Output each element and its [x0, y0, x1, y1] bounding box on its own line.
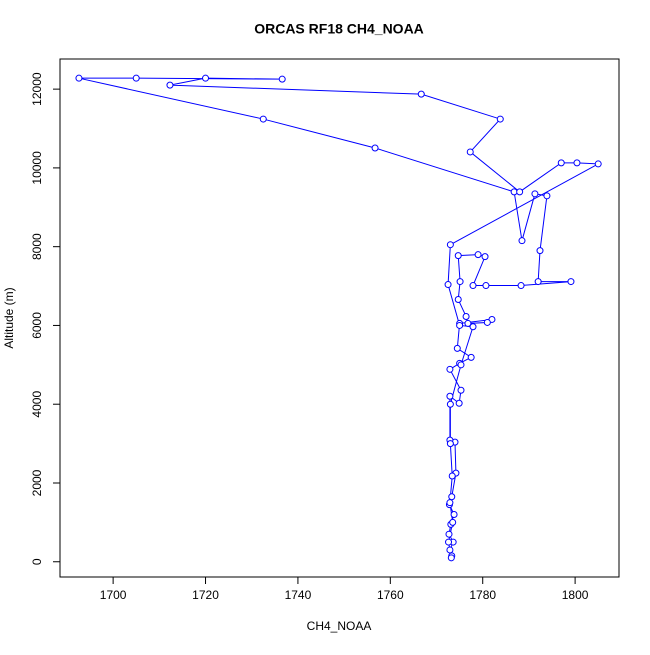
x-tick-label: 1720 — [192, 588, 219, 602]
point — [594, 160, 602, 168]
y-tick-label: 8000 — [30, 233, 44, 260]
point — [447, 554, 455, 562]
point — [449, 518, 457, 526]
point — [448, 493, 456, 501]
point — [446, 400, 454, 408]
y-tick-label: 12000 — [30, 72, 44, 106]
y-tick-label: 2000 — [30, 469, 44, 496]
x-tick-label: 1700 — [100, 588, 127, 602]
point — [453, 344, 461, 352]
point — [445, 530, 453, 538]
y-axis-label: Altitude (m) — [2, 287, 16, 348]
point — [132, 74, 140, 82]
point — [516, 188, 524, 196]
point — [446, 546, 454, 554]
point — [456, 278, 464, 286]
point — [455, 399, 463, 407]
x-tick-label: 1800 — [562, 588, 589, 602]
point — [445, 538, 453, 546]
point — [462, 312, 470, 320]
point — [457, 386, 465, 394]
point — [202, 74, 210, 82]
point — [454, 252, 462, 260]
y-tick-label: 4000 — [30, 391, 44, 418]
point — [446, 392, 454, 400]
point — [446, 241, 454, 249]
point — [450, 510, 458, 518]
point — [518, 237, 526, 245]
point — [557, 159, 565, 167]
point — [517, 282, 525, 290]
point — [444, 281, 452, 289]
point — [448, 472, 456, 480]
point — [483, 318, 491, 326]
point — [278, 75, 286, 83]
point — [75, 74, 83, 82]
x-axis-label: CH4_NOAA — [307, 619, 372, 633]
point — [482, 282, 490, 290]
point — [543, 192, 551, 200]
point — [536, 247, 544, 255]
point — [446, 365, 454, 373]
chart-title: ORCAS RF18 CH4_NOAA — [254, 21, 424, 37]
point — [481, 253, 489, 261]
point — [474, 251, 482, 259]
series-line — [78, 77, 601, 558]
y-tick-label: 6000 — [30, 312, 44, 339]
point — [259, 115, 267, 123]
x-tick-label: 1780 — [469, 588, 496, 602]
point — [573, 159, 581, 167]
point — [166, 81, 174, 89]
point — [454, 296, 462, 304]
plot-frame — [59, 58, 620, 578]
point — [446, 440, 454, 448]
point — [469, 323, 477, 331]
point — [567, 278, 575, 286]
point — [456, 321, 464, 329]
point — [531, 190, 539, 198]
point — [534, 278, 542, 286]
y-tick-label: 0 — [30, 558, 44, 565]
point — [457, 361, 465, 369]
y-tick-label: 10000 — [30, 151, 44, 185]
point — [466, 148, 474, 156]
point — [464, 319, 472, 327]
point — [496, 115, 504, 123]
point — [371, 144, 379, 152]
x-tick-label: 1740 — [285, 588, 312, 602]
point — [446, 499, 454, 507]
point — [469, 282, 477, 290]
point — [467, 353, 475, 361]
point — [417, 90, 425, 98]
x-tick-label: 1760 — [377, 588, 404, 602]
